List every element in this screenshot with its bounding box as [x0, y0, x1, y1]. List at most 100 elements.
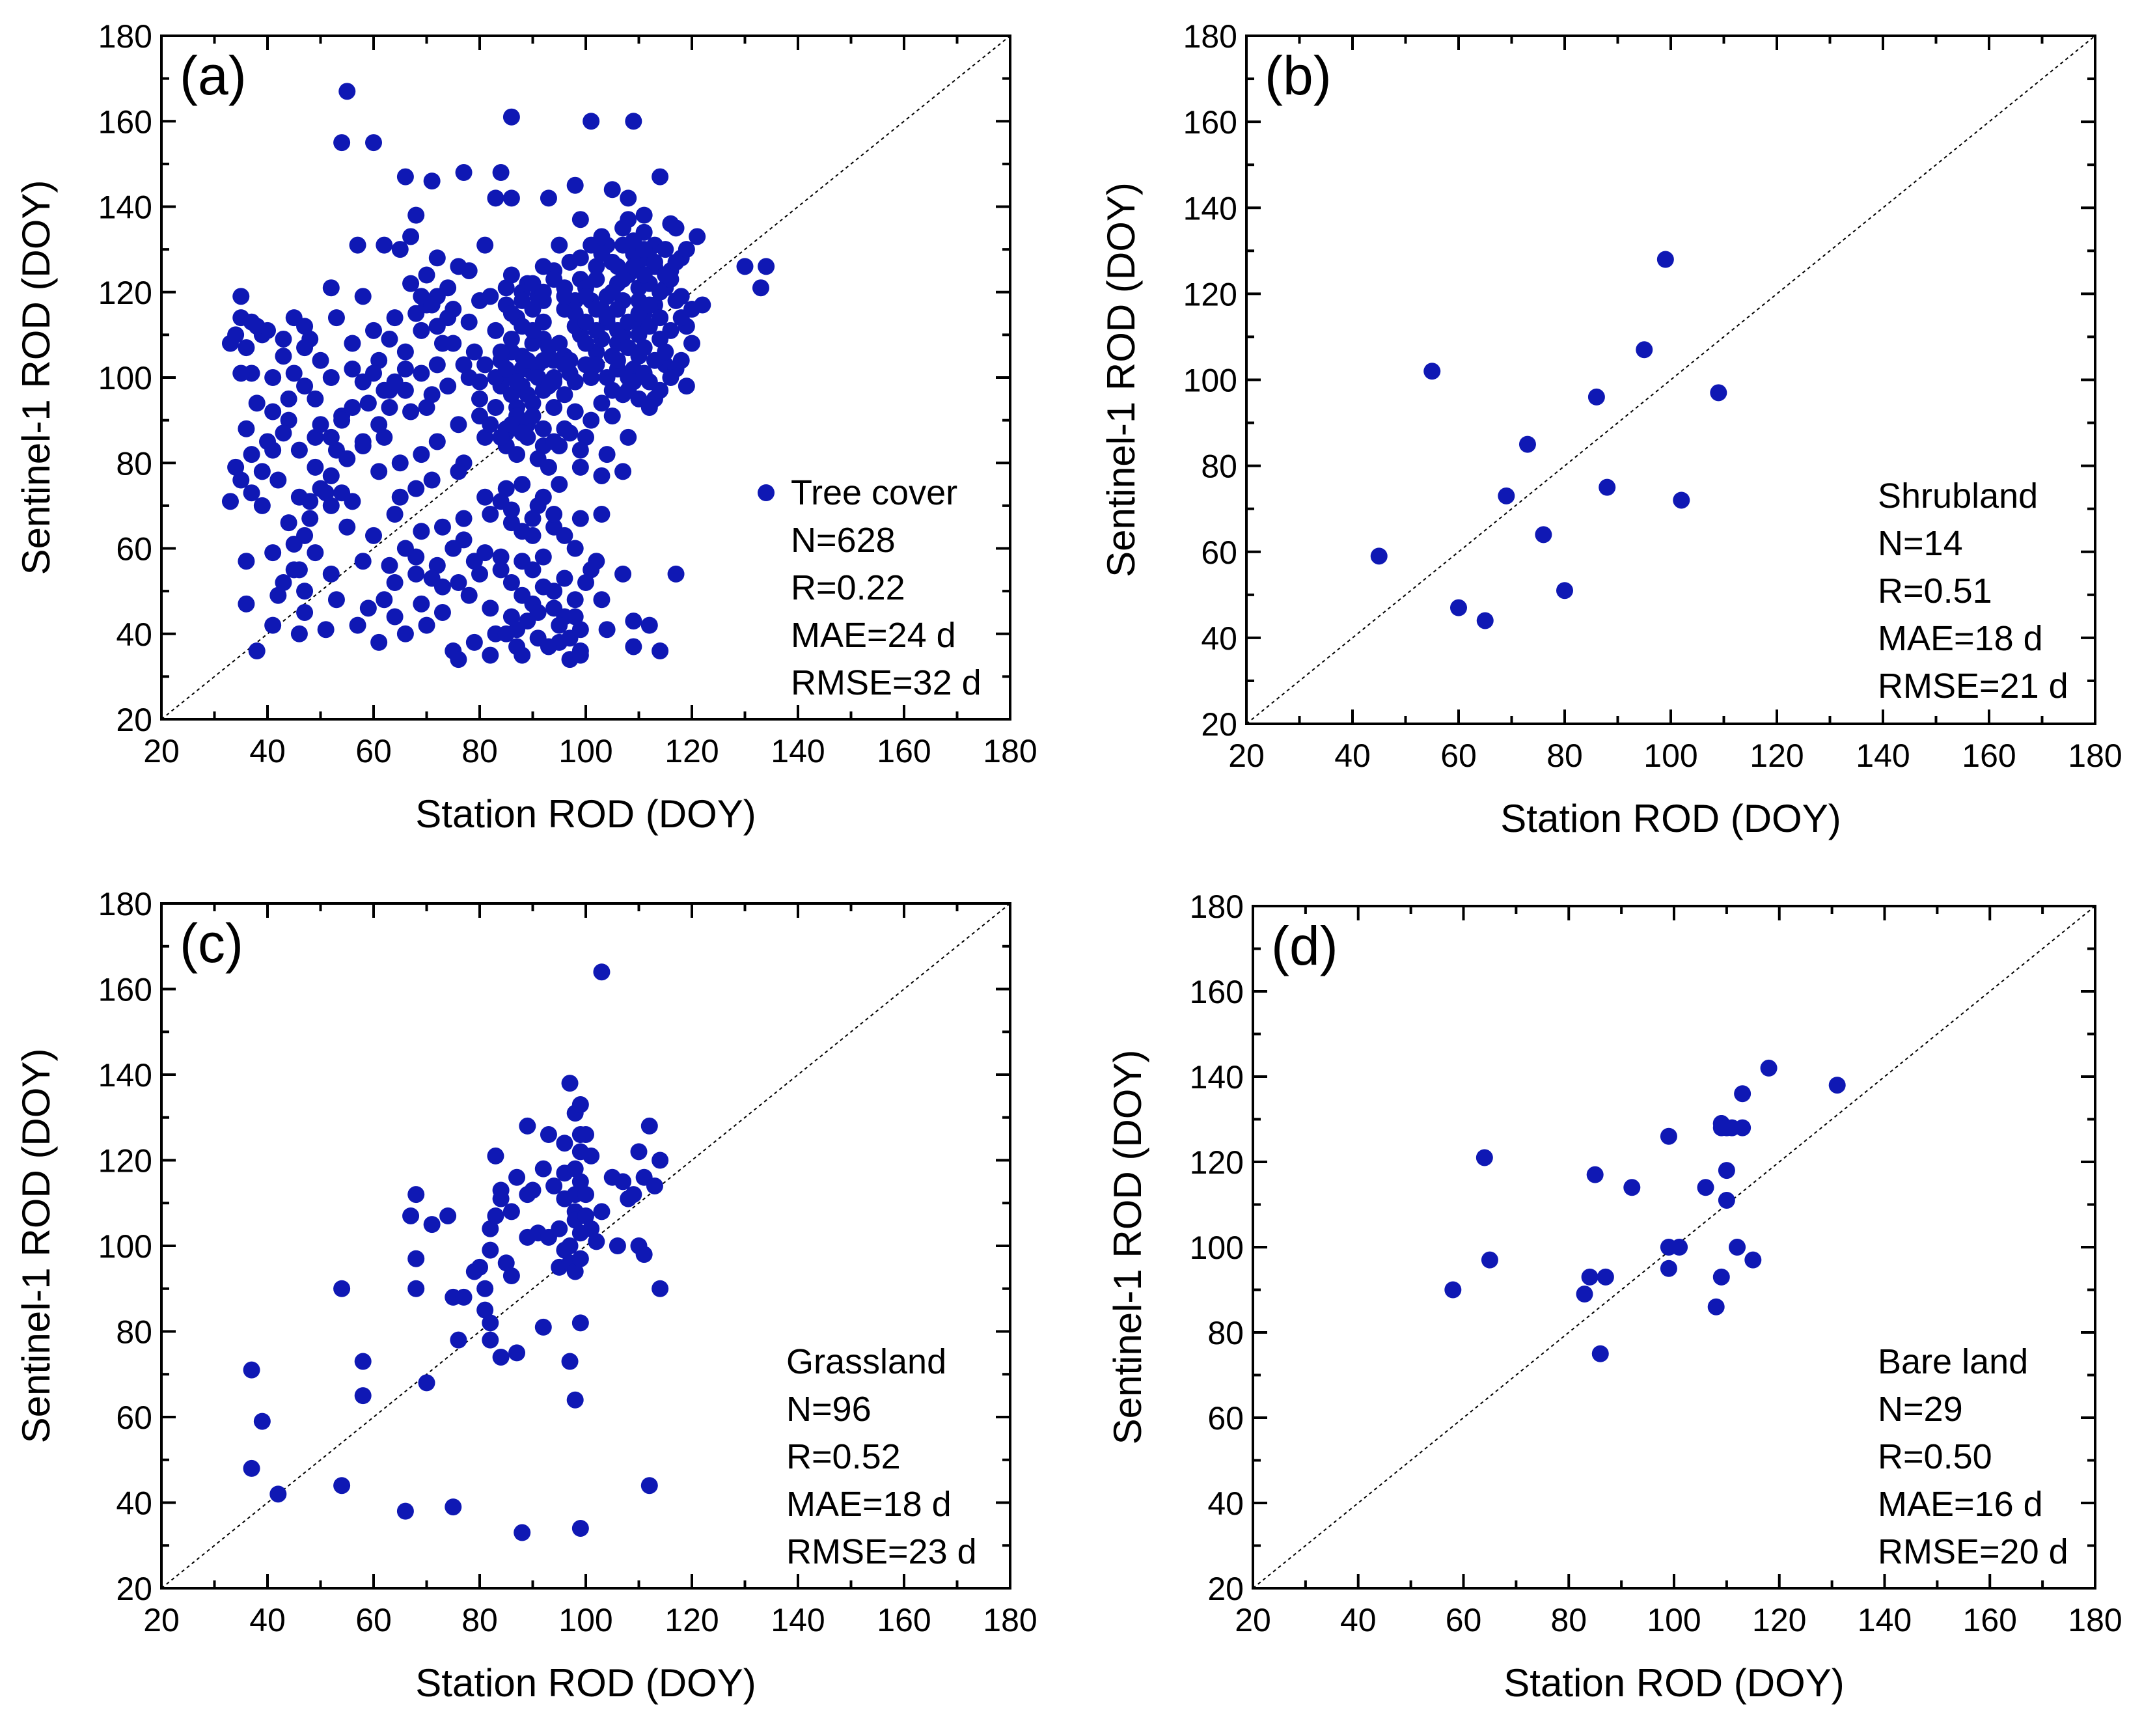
data-point [524, 510, 542, 527]
data-point [396, 1502, 414, 1520]
data-point [1518, 435, 1536, 453]
data-point [502, 574, 520, 591]
data-point [238, 339, 255, 357]
data-point [307, 544, 324, 562]
x-tick-label: 120 [1750, 737, 1804, 774]
data-point [614, 463, 632, 480]
data-point [1734, 1119, 1751, 1137]
data-point [476, 1301, 494, 1319]
y-tick-label: 60 [1201, 534, 1237, 571]
x-tick-label: 180 [983, 733, 1037, 769]
data-point [566, 176, 584, 194]
data-point [312, 480, 329, 497]
data-point [583, 113, 600, 130]
data-point [662, 369, 680, 386]
data-point [402, 228, 420, 245]
data-point [376, 591, 393, 609]
data-point [396, 540, 414, 557]
data-point [492, 561, 510, 579]
data-point [423, 296, 441, 314]
data-point [423, 570, 441, 587]
data-point [593, 228, 611, 245]
data-point [603, 253, 621, 271]
data-point [545, 398, 563, 416]
data-point [322, 467, 340, 484]
data-point [556, 1135, 573, 1152]
panel-b: 20 40 60 80 100 120 140 160 180 20 40 60 80 100 120 140… [1099, 18, 2122, 840]
x-tick-label: 80 [461, 733, 498, 769]
x-tick-label: 140 [771, 1602, 825, 1638]
data-point [593, 506, 611, 523]
data-point [482, 288, 499, 305]
x-tick-label: 60 [355, 1602, 392, 1638]
data-point [556, 356, 573, 374]
x-tick-label: 60 [1440, 737, 1477, 774]
x-axis-label: Station ROD (DOY) [415, 1661, 756, 1705]
data-point [269, 471, 287, 489]
data-point [354, 553, 372, 570]
stat-line: MAE=18 d [786, 1485, 952, 1524]
data-point [423, 471, 441, 489]
data-point [534, 351, 552, 369]
data-point [566, 373, 584, 391]
y-tick-label: 140 [98, 1057, 152, 1094]
data-point [652, 642, 669, 659]
data-point [492, 1348, 510, 1366]
data-point [571, 510, 589, 527]
y-tick-label: 100 [98, 1228, 152, 1265]
data-point [588, 258, 605, 275]
data-point [248, 318, 266, 335]
data-point [1734, 1085, 1751, 1103]
x-tick-label: 80 [1546, 737, 1583, 774]
data-point [232, 365, 250, 382]
data-point [344, 360, 361, 378]
data-point [593, 394, 611, 412]
data-point [635, 1246, 653, 1263]
y-tick-label: 40 [1201, 620, 1237, 657]
data-point [1744, 1251, 1762, 1269]
data-point [253, 463, 271, 480]
data-point [1718, 1191, 1735, 1209]
data-point [652, 309, 669, 327]
data-point [588, 356, 605, 374]
data-point [381, 398, 398, 416]
data-point [407, 1280, 425, 1297]
data-point [243, 484, 260, 502]
data-point [428, 356, 446, 374]
data-point [349, 616, 366, 634]
data-point [307, 428, 324, 446]
x-tick-label: 120 [1752, 1602, 1806, 1638]
data-point [1423, 363, 1441, 380]
data-point [540, 638, 557, 655]
data-point [381, 330, 398, 348]
data-point [333, 1477, 351, 1495]
data-point [524, 322, 542, 339]
data-point [296, 527, 314, 544]
y-tick-label: 100 [1190, 1230, 1244, 1266]
data-point [588, 271, 605, 288]
data-point [455, 164, 473, 181]
data-point [450, 463, 467, 480]
x-tick-label: 160 [877, 733, 931, 769]
data-point [588, 553, 605, 570]
data-point [476, 1280, 494, 1297]
data-point [465, 633, 483, 651]
stat-line: N=628 [791, 521, 896, 560]
data-point [391, 488, 409, 506]
data-point [418, 266, 435, 284]
x-tick-label: 140 [771, 733, 825, 769]
data-point [635, 206, 653, 224]
data-point [598, 621, 616, 639]
data-point [593, 591, 611, 609]
data-point [609, 1237, 626, 1254]
data-point [667, 253, 685, 271]
data-point [264, 441, 282, 459]
data-point [603, 283, 621, 301]
data-point [577, 335, 594, 352]
stat-line: N=96 [786, 1390, 872, 1429]
data-point [476, 236, 494, 254]
data-point [482, 1220, 499, 1237]
data-point [322, 279, 340, 297]
y-tick-label: 20 [1201, 706, 1237, 743]
data-point [439, 378, 457, 395]
